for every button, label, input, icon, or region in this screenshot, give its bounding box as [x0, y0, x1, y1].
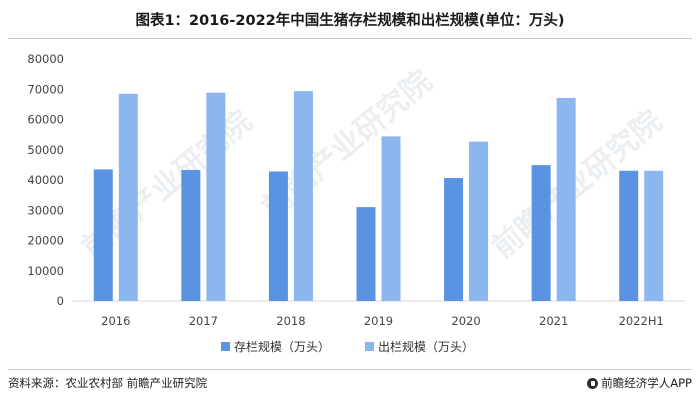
x-tick-label: 2020: [451, 314, 480, 328]
x-tick-label: 2019: [364, 314, 393, 328]
bar-stock: [356, 207, 376, 301]
x-tick-label: 2022H1: [619, 314, 664, 328]
x-tick-label: 2018: [276, 314, 305, 328]
brand-logo-icon: [587, 377, 599, 389]
x-tick-label: 2017: [189, 314, 218, 328]
y-tick-label: 70000: [27, 82, 64, 96]
bar-stock: [268, 171, 288, 301]
bar-chart: 0 10000 20000 30000 40000 50000 60000 70000 8000…: [27, 52, 685, 354]
source-note: 资料来源：农业农村部 前瞻产业研究院: [8, 376, 208, 390]
legend-swatch-stock: [221, 342, 230, 351]
x-tick-label: 2016: [101, 314, 130, 328]
y-tick-label: 30000: [27, 203, 64, 217]
x-tick-label: 2021: [539, 314, 568, 328]
y-tick-label: 50000: [27, 143, 64, 157]
brand-text: 前瞻经济学人APP: [601, 376, 692, 390]
bar-stock: [181, 169, 201, 301]
y-tick-label: 10000: [27, 264, 64, 278]
bar-stock: [444, 178, 464, 301]
bar-output: [644, 170, 664, 301]
legend-label-output: 出栏规模（万头）: [378, 339, 474, 354]
bar-output: [556, 97, 576, 301]
bar-stock: [93, 169, 113, 301]
title-divider: [8, 38, 692, 39]
y-tick-label: 40000: [27, 173, 64, 187]
chart-title: 图表1：2016-2022年中国生猪存栏规模和出栏规模(单位：万头): [135, 13, 565, 29]
bar-output: [381, 136, 401, 301]
y-tick-label: 0: [57, 294, 64, 308]
bar-stock: [531, 165, 551, 301]
bar-output: [206, 92, 226, 302]
bar-stock: [619, 170, 639, 301]
legend-label-stock: 存栏规模（万头）: [234, 339, 330, 354]
footer-divider: [8, 369, 692, 370]
bar-output: [293, 91, 313, 302]
y-tick-label: 60000: [27, 113, 64, 127]
y-tick-label: 20000: [27, 234, 64, 248]
bar-output: [118, 93, 138, 301]
y-tick-label: 80000: [27, 52, 64, 66]
bar-output: [469, 141, 489, 301]
brand-label: 前瞻经济学人APP: [587, 375, 692, 391]
legend-swatch-output: [365, 342, 374, 351]
